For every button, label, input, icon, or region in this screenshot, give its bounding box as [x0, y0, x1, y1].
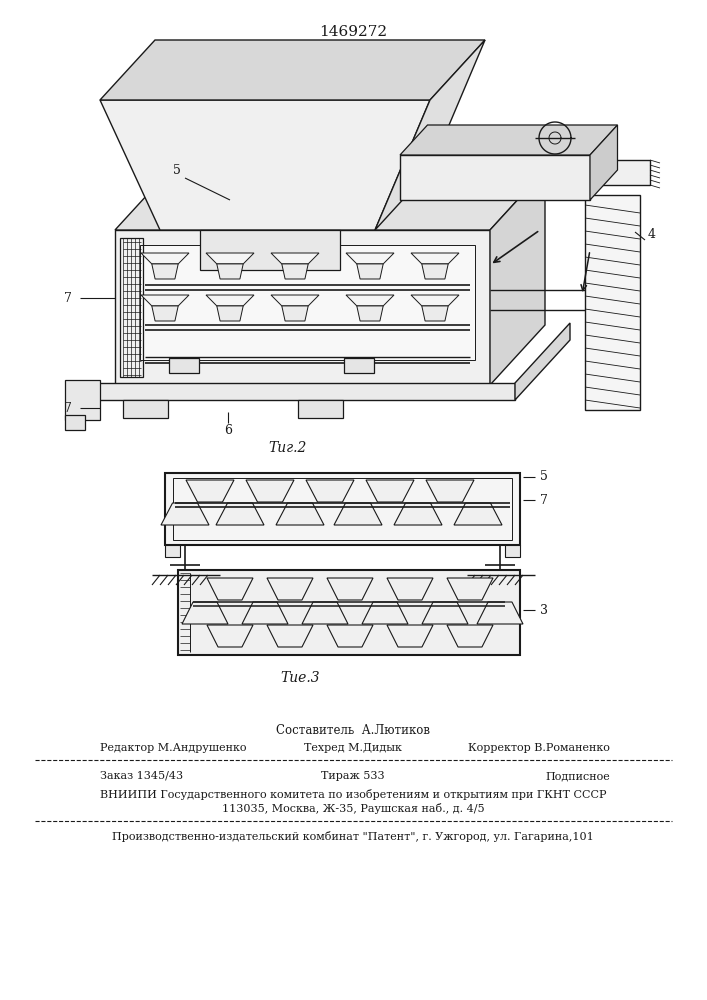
Polygon shape: [216, 503, 264, 525]
Text: 6: 6: [224, 424, 232, 436]
Polygon shape: [276, 503, 324, 525]
Polygon shape: [217, 306, 243, 321]
Polygon shape: [200, 230, 340, 270]
Polygon shape: [346, 295, 394, 306]
Polygon shape: [327, 578, 373, 600]
Polygon shape: [282, 264, 308, 279]
Polygon shape: [400, 125, 617, 155]
Polygon shape: [387, 578, 433, 600]
Polygon shape: [447, 578, 493, 600]
Text: 4: 4: [648, 229, 656, 241]
Polygon shape: [246, 480, 294, 502]
Polygon shape: [165, 545, 180, 557]
Text: Заказ 1345/43: Заказ 1345/43: [100, 771, 183, 781]
Polygon shape: [140, 245, 475, 360]
Text: Составитель  А.Лютиков: Составитель А.Лютиков: [276, 724, 430, 736]
Polygon shape: [100, 100, 430, 230]
Polygon shape: [182, 602, 228, 624]
Polygon shape: [306, 480, 354, 502]
Polygon shape: [400, 155, 590, 200]
Polygon shape: [207, 578, 253, 600]
Polygon shape: [242, 602, 288, 624]
Polygon shape: [477, 602, 523, 624]
Text: Τие.3: Τие.3: [280, 671, 320, 685]
Polygon shape: [505, 545, 520, 557]
Polygon shape: [165, 473, 520, 545]
Text: 5: 5: [173, 163, 181, 176]
Polygon shape: [168, 358, 199, 373]
Polygon shape: [357, 306, 383, 321]
Polygon shape: [271, 253, 319, 264]
Text: 5: 5: [540, 471, 548, 484]
Polygon shape: [122, 400, 168, 418]
Polygon shape: [394, 503, 442, 525]
Text: Редактор М.Андрушенко: Редактор М.Андрушенко: [100, 743, 247, 753]
Text: Производственно-издательский комбинат "Патент", г. Ужгород, ул. Гагарина,101: Производственно-издательский комбинат "П…: [112, 830, 594, 842]
Text: 3: 3: [540, 603, 548, 616]
Polygon shape: [422, 264, 448, 279]
Polygon shape: [366, 480, 414, 502]
Polygon shape: [152, 306, 178, 321]
Polygon shape: [447, 625, 493, 647]
Polygon shape: [207, 625, 253, 647]
Polygon shape: [271, 295, 319, 306]
Text: ВНИИПИ Государственного комитета по изобретениям и открытиям при ГКНТ СССР: ВНИИПИ Государственного комитета по изоб…: [100, 788, 606, 800]
Text: 7: 7: [540, 493, 548, 506]
Polygon shape: [267, 578, 313, 600]
Polygon shape: [267, 625, 313, 647]
Polygon shape: [80, 383, 515, 400]
Text: 7: 7: [64, 401, 72, 414]
Text: Корректор В.Романенко: Корректор В.Романенко: [468, 743, 610, 753]
Polygon shape: [426, 480, 474, 502]
Polygon shape: [206, 295, 254, 306]
Polygon shape: [362, 602, 408, 624]
Polygon shape: [327, 625, 373, 647]
Text: Подписное: Подписное: [545, 771, 610, 781]
Polygon shape: [357, 264, 383, 279]
Polygon shape: [520, 160, 650, 185]
Polygon shape: [334, 503, 382, 525]
Polygon shape: [344, 358, 373, 373]
Polygon shape: [346, 253, 394, 264]
Text: 7: 7: [64, 292, 72, 304]
Polygon shape: [375, 40, 485, 230]
Polygon shape: [585, 195, 640, 410]
Text: 1469272: 1469272: [319, 25, 387, 39]
Polygon shape: [152, 264, 178, 279]
Polygon shape: [422, 602, 468, 624]
Polygon shape: [178, 570, 520, 655]
Text: 113035, Москва, Ж-35, Раушская наб., д. 4/5: 113035, Москва, Ж-35, Раушская наб., д. …: [222, 804, 484, 814]
Polygon shape: [411, 253, 459, 264]
Polygon shape: [65, 415, 85, 430]
Polygon shape: [422, 306, 448, 321]
Polygon shape: [115, 230, 490, 385]
Text: Техред М.Дидык: Техред М.Дидык: [304, 743, 402, 753]
Polygon shape: [217, 264, 243, 279]
Polygon shape: [490, 170, 545, 385]
Polygon shape: [454, 503, 502, 525]
Text: Тираж 533: Тираж 533: [321, 771, 385, 781]
Polygon shape: [100, 40, 485, 100]
Polygon shape: [141, 253, 189, 264]
Polygon shape: [298, 400, 342, 418]
Polygon shape: [65, 380, 100, 420]
Polygon shape: [411, 295, 459, 306]
Polygon shape: [115, 170, 545, 230]
Polygon shape: [590, 125, 617, 200]
Polygon shape: [161, 503, 209, 525]
Polygon shape: [302, 602, 348, 624]
Text: Τиг.2: Τиг.2: [269, 441, 307, 455]
Polygon shape: [206, 253, 254, 264]
Polygon shape: [186, 480, 234, 502]
Polygon shape: [141, 295, 189, 306]
Polygon shape: [282, 306, 308, 321]
Polygon shape: [387, 625, 433, 647]
Polygon shape: [515, 323, 570, 400]
